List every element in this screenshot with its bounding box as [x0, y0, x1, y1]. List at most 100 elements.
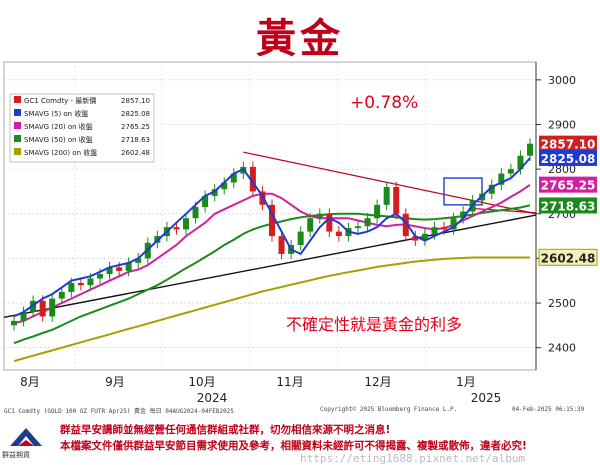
legend-label: SMAVG (5) on 收盤	[24, 109, 88, 118]
candle-body	[297, 231, 304, 246]
price-tag	[539, 149, 597, 166]
page-title: 黃金	[256, 16, 344, 62]
candle-body	[135, 258, 142, 263]
candle-body	[441, 227, 447, 230]
legend-value: 2825.08	[121, 110, 150, 118]
x-tick-label: 8月	[20, 375, 40, 389]
disclaimer-line-1: 群益早安講師並無經營任何通信群組或社群，切勿相信來源不明之消息!	[60, 424, 391, 436]
legend: GC1 Comdty - 最新價 2857.10 SMAVG (5) on 收盤 28…	[9, 93, 155, 163]
logo-text: 群益期貨	[2, 451, 30, 459]
legend-value: 2602.48	[121, 149, 150, 157]
candle-body	[230, 173, 237, 183]
candle-body	[527, 143, 533, 156]
candle-body	[278, 236, 285, 254]
disclaimer-bar: 群益期貨 群益早安講師並無經營任何通信群組或社群，切勿相信來源不明之消息! 本檔…	[0, 418, 600, 465]
candle-body	[316, 213, 323, 219]
x-tick-label: 9月	[105, 375, 125, 389]
support-trendline	[3, 214, 537, 319]
candle-body	[450, 218, 457, 230]
candle-body	[431, 227, 438, 234]
x-axis: 8月 9月 10月 11月 12月 1月 2024 2025	[20, 375, 501, 403]
ma5-series	[13, 157, 531, 318]
candle-body	[488, 184, 495, 194]
ma200-line	[13, 256, 530, 363]
comment-annotation: 不確定性就是黃金的利多	[286, 315, 462, 334]
ma5-line	[13, 157, 531, 318]
candle-body	[421, 233, 428, 241]
candle-body	[211, 189, 218, 196]
y-tick-label: 2800	[548, 163, 576, 176]
candle-body	[335, 231, 342, 237]
price-tag-label: 2857.10	[541, 138, 596, 152]
candle-body	[116, 267, 123, 271]
candle-body	[192, 207, 199, 219]
candle-body	[221, 182, 228, 190]
candle-body	[11, 320, 17, 326]
price-tag	[539, 197, 597, 214]
candle-body	[383, 186, 390, 205]
candle-body	[517, 155, 524, 170]
candle-body	[393, 186, 400, 214]
candle-body	[326, 213, 333, 232]
candle-body	[355, 226, 361, 229]
y-tick-label: 3000	[548, 74, 576, 87]
candle-body	[307, 218, 314, 232]
price-tag	[539, 135, 597, 152]
chart-footer: GC1 Comdty (GOLD 100 OZ FUTR Apr25) 黃金 每…	[2, 406, 600, 416]
security-info: GC1 Comdty (GOLD 100 OZ FUTR Apr25) 黃金 每…	[4, 408, 234, 415]
candle-body	[58, 291, 65, 299]
ma200-series	[13, 256, 530, 363]
legend-swatch	[14, 122, 21, 129]
candle-body	[87, 278, 94, 286]
legend-swatch	[14, 109, 21, 116]
candle-body	[374, 204, 381, 219]
x-tick-label: 12月	[364, 375, 391, 389]
candle-body	[49, 298, 56, 317]
legend-swatch	[14, 96, 21, 103]
x-year-label: 2024	[197, 391, 228, 403]
disclaimer-line-2: 本檔案文件僅供群益早安節目需求使用及參考，相關資料未經許可不得揭露、複製或散佈，…	[60, 440, 527, 452]
candle-body	[402, 213, 409, 237]
candle-body	[364, 218, 371, 227]
y-axis: 2400250026002700280029003000	[535, 62, 576, 370]
timestamp-text: 04-Feb-2025 06:15:39	[512, 406, 585, 413]
candle-body	[183, 218, 189, 230]
candle-body	[259, 191, 266, 205]
y-tick-label: 2900	[548, 118, 576, 131]
legend-swatch	[14, 135, 21, 142]
price-tag-label: 2602.48	[541, 251, 596, 265]
candle-body	[507, 169, 514, 174]
price-tag-label: 2825.08	[541, 152, 596, 166]
resistance-trendline	[243, 151, 537, 215]
legend-box	[9, 93, 155, 163]
legend-label: SMAVG (20) on 收盤	[24, 122, 93, 131]
company-logo	[10, 428, 42, 446]
pct-change-annotation: +0.78%	[350, 93, 418, 113]
candle-body	[460, 211, 467, 219]
legend-value: 2857.10	[121, 97, 150, 105]
x-tick-label: 1月	[456, 375, 476, 389]
candle-body	[202, 195, 209, 208]
price-tag-label: 2765.25	[541, 179, 596, 193]
candle-body	[97, 274, 103, 279]
x-tick-label: 11月	[276, 375, 303, 389]
price-chart: 2400250026002700280029003000 8月9月10月11月1…	[3, 61, 598, 403]
x-tick-label: 10月	[188, 375, 215, 389]
x-year-label: 2025	[471, 391, 502, 403]
legend-swatch	[14, 148, 21, 155]
copyright-text: Copyright© 2025 Bloomberg Finance L.P.	[320, 406, 458, 413]
legend-value: 2765.25	[121, 123, 150, 131]
legend-label: SMAVG (50) on 收盤	[24, 135, 93, 144]
candle-body	[498, 173, 505, 185]
candle-body	[39, 300, 46, 317]
legend-value: 2718.63	[121, 136, 150, 144]
y-tick-label: 2400	[548, 342, 576, 355]
candles	[11, 138, 533, 331]
y-tick-label: 2500	[548, 297, 576, 310]
legend-label: SMAVG (200) on 收盤	[24, 148, 97, 157]
candle-body	[20, 311, 27, 321]
candle-body	[249, 166, 256, 192]
legend-label: GC1 Comdty - 最新價	[24, 96, 96, 105]
candle-body	[412, 236, 419, 241]
